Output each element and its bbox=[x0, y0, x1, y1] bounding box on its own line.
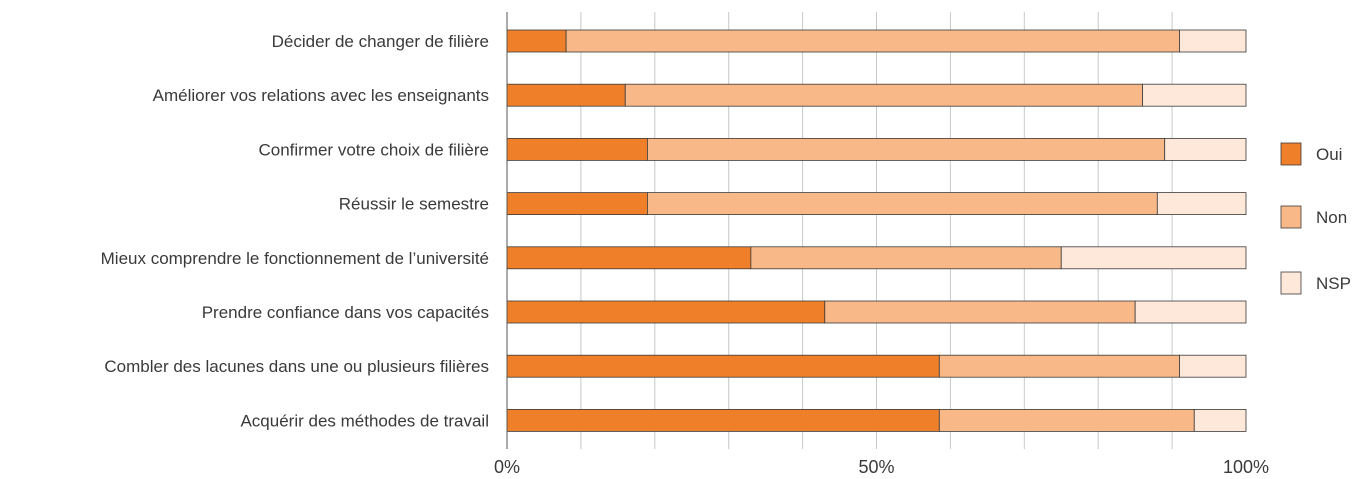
bar-segment-nsp bbox=[1060, 246, 1247, 270]
x-tick-labels: 0% 50% 100% bbox=[494, 457, 1269, 477]
legend-label-nsp: NSP bbox=[1316, 274, 1351, 293]
bar-segment-non bbox=[938, 408, 1195, 432]
bar-segment-oui bbox=[506, 408, 940, 432]
category-labels: Décider de changer de filière Améliorer v… bbox=[101, 32, 489, 430]
bar-segment-non bbox=[647, 137, 1166, 161]
bar-segment-oui bbox=[506, 83, 626, 107]
bar-segment-nsp bbox=[1179, 29, 1247, 53]
x-tick-label: 50% bbox=[858, 457, 894, 477]
bar-segment-nsp bbox=[1193, 408, 1247, 432]
category-label: Mieux comprendre le fonctionnement de l’… bbox=[101, 249, 489, 268]
bar-segment-non bbox=[647, 192, 1158, 216]
bar-segment-non bbox=[565, 29, 1180, 53]
bar-segment-nsp bbox=[1164, 137, 1247, 161]
bar-segment-nsp bbox=[1156, 192, 1247, 216]
bar-segment-non bbox=[750, 246, 1062, 270]
category-label: Réussir le semestre bbox=[339, 195, 489, 214]
bar-segment-oui bbox=[506, 354, 940, 378]
bar-segment-non bbox=[624, 83, 1143, 107]
legend-swatch-non bbox=[1280, 205, 1302, 229]
bar-segment-oui bbox=[506, 29, 567, 53]
category-label: Combler des lacunes dans une ou plusieur… bbox=[104, 357, 489, 376]
bar-segment-non bbox=[938, 354, 1180, 378]
x-tick-label: 100% bbox=[1223, 457, 1269, 477]
bar-segment-oui bbox=[506, 300, 826, 324]
category-label: Améliorer vos relations avec les enseign… bbox=[153, 86, 489, 105]
bar-segment-nsp bbox=[1134, 300, 1247, 324]
x-tick-label: 0% bbox=[494, 457, 520, 477]
bar-segment-non bbox=[824, 300, 1136, 324]
bars-group bbox=[506, 29, 1247, 432]
category-label: Décider de changer de filière bbox=[272, 32, 489, 51]
bar-segment-nsp bbox=[1142, 83, 1247, 107]
legend: Oui Non NSP bbox=[1280, 142, 1351, 295]
grid-lines bbox=[580, 12, 1173, 449]
category-label: Confirmer votre choix de filière bbox=[258, 140, 489, 159]
bar-segment-oui bbox=[506, 192, 648, 216]
legend-label-oui: Oui bbox=[1316, 145, 1342, 164]
bar-segment-nsp bbox=[1179, 354, 1247, 378]
bar-segment-oui bbox=[506, 137, 648, 161]
category-label: Acquérir des méthodes de travail bbox=[240, 411, 489, 430]
category-label: Prendre confiance dans vos capacités bbox=[202, 303, 489, 322]
legend-swatch-oui bbox=[1280, 142, 1302, 166]
legend-label-non: Non bbox=[1316, 208, 1347, 227]
legend-swatch-nsp bbox=[1280, 271, 1302, 295]
bar-segment-oui bbox=[506, 246, 752, 270]
